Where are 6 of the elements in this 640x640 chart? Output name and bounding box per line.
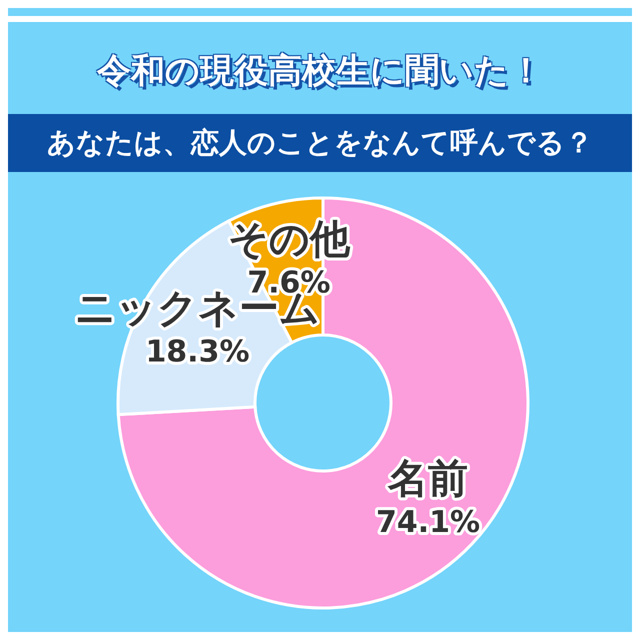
- data-label: 74.1%: [376, 505, 480, 540]
- donut-slice: [116, 196, 530, 610]
- data-label: 18.3%: [145, 334, 250, 370]
- slice-label: 名前: [387, 456, 468, 502]
- chart-subtitle: あなたは、恋人のことをなんて呼んでる？: [8, 114, 632, 172]
- chart-title: 令和の現役高校生に聞いた！: [96, 50, 544, 93]
